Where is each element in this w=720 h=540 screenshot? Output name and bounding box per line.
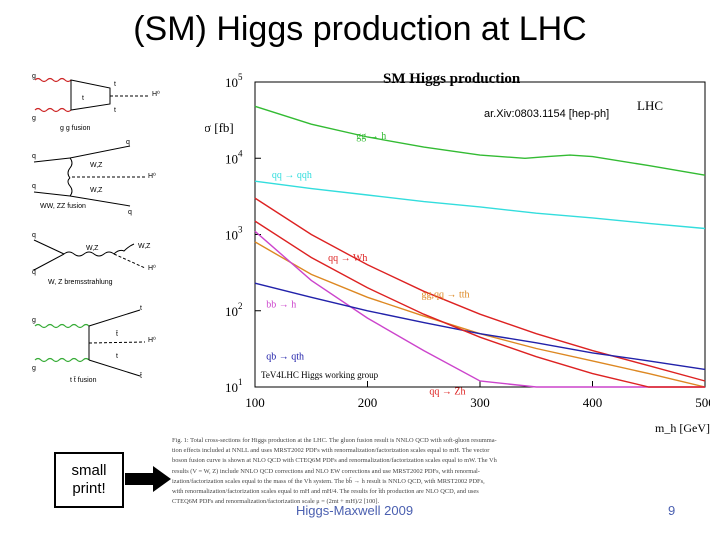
- caption-line: ization/factorization scales equal to th…: [172, 477, 485, 485]
- caption-line: results (V = W, Z) include NNLO QCD corr…: [172, 467, 480, 475]
- svg-text:g: g: [32, 115, 36, 122]
- svg-text:q̄: q̄: [32, 269, 36, 276]
- caption-line: boson fusion curve is shown at NLO QCD w…: [172, 457, 497, 465]
- chart-title: SM Higgs production: [383, 71, 521, 87]
- gg-fusion-diagram: g g t t t H⁰ g g fusion: [32, 73, 160, 132]
- brems-diagram: q q̄ W,Z W,Z H⁰ W, Z bremsstrahlung: [32, 232, 156, 286]
- figure-caption: Fig. 1: Total cross-sections for Higgs p…: [172, 436, 610, 530]
- lhc-label: LHC: [637, 98, 663, 113]
- svg-text:H⁰: H⁰: [148, 336, 156, 344]
- slide-title: (SM) Higgs production at LHC: [133, 10, 587, 48]
- svg-text:W,Z: W,Z: [86, 245, 99, 252]
- series-label-4: bb → h: [266, 300, 296, 311]
- gluon-label: g: [32, 74, 36, 80]
- y-tick-label: 102: [225, 301, 243, 319]
- series-line-5: [254, 282, 706, 371]
- svg-text:t̄: t̄: [140, 372, 142, 380]
- series-line-4: [254, 230, 705, 388]
- svg-text:q: q: [126, 139, 130, 146]
- x-tick-label: 100: [245, 395, 265, 410]
- svg-text:t: t: [116, 353, 118, 360]
- x-tick-label: 400: [583, 395, 603, 410]
- small-print-box: small print!: [54, 452, 124, 508]
- series-label-6: qq → Zh: [429, 386, 465, 397]
- svg-text:t: t: [82, 95, 84, 102]
- feynman-diagrams: g g t t t H⁰ g g fusion q q q W,Z W,Z H⁰…: [30, 73, 200, 384]
- svg-text:W,Z: W,Z: [90, 187, 103, 194]
- caption-line: with renormalization/factorization scale…: [172, 488, 479, 496]
- series-label-0: gg → h: [356, 131, 386, 142]
- series-line-0: [254, 105, 706, 176]
- svg-text:H⁰: H⁰: [148, 264, 156, 272]
- series-label-3: gg,qq → tth: [422, 289, 470, 300]
- svg-text:t̄: t̄: [116, 330, 118, 338]
- svg-text:q: q: [32, 183, 36, 190]
- series-line-1: [254, 180, 706, 230]
- page-number: 9: [668, 503, 676, 518]
- svg-text:t: t: [114, 81, 116, 88]
- brems-label: W, Z bremsstrahlung: [48, 279, 113, 286]
- caption-line: Fig. 1: Total cross-sections for Higgs p…: [172, 437, 497, 444]
- y-tick-label: 103: [225, 225, 243, 243]
- svg-text:W,Z: W,Z: [90, 162, 103, 169]
- series-line-2: [254, 197, 706, 382]
- footer-text: Higgs-Maxwell 2009: [296, 503, 414, 518]
- svg-text:q: q: [128, 209, 132, 216]
- y-tick-label: 104: [225, 148, 243, 166]
- y-axis-label: σ [fb]: [205, 120, 234, 135]
- reference-label: ar.Xiv:0803.1154 [hep-ph]: [484, 108, 609, 120]
- y-tick-label: 101: [225, 377, 243, 395]
- vbf-diagram: q q q W,Z W,Z H⁰ q WW, ZZ fusion: [32, 139, 156, 216]
- cross-section-chart: SM Higgs production σ [fb] ar.Xiv:0803.1…: [204, 60, 715, 445]
- plot-frame: [254, 81, 706, 388]
- x-tick-label: 200: [358, 395, 378, 410]
- tth-label: t t̄ fusion: [70, 376, 97, 384]
- series-label-2: qq → Wh: [328, 253, 367, 264]
- svg-text:t: t: [140, 305, 142, 312]
- right-arrow-icon: [125, 466, 171, 492]
- tth-diagram: g g t t̄ t t̄ H⁰ t t̄ fusion: [32, 305, 156, 384]
- x-tick-label: 500: [695, 395, 710, 410]
- caption-line: tion effects included at NNLL and uses M…: [172, 447, 490, 455]
- series-label-5: qb → qth: [266, 351, 304, 362]
- group-label: TeV4LHC Higgs working group: [261, 370, 379, 380]
- gluon-line-bottom: [34, 107, 72, 113]
- series-line-6: [254, 220, 705, 388]
- gg-fusion-label: g g fusion: [60, 125, 90, 132]
- series-label-1: qq → qqh: [272, 170, 312, 181]
- svg-text:g: g: [32, 365, 36, 372]
- x-axis-label: m_h [GeV]: [655, 421, 710, 435]
- svg-text:H⁰: H⁰: [152, 90, 160, 98]
- svg-text:t: t: [114, 107, 116, 114]
- svg-text:q: q: [32, 232, 36, 239]
- svg-text:g: g: [32, 317, 36, 324]
- vbf-label: WW, ZZ fusion: [40, 203, 86, 210]
- y-tick-label: 105: [225, 72, 243, 90]
- gluon-line-top: [34, 77, 72, 83]
- caption-line: CTEQ6M PDFs and renormalization/factoriz…: [172, 498, 380, 506]
- x-tick-label: 300: [470, 395, 490, 410]
- svg-text:W,Z: W,Z: [138, 243, 151, 250]
- svg-text:q: q: [32, 153, 36, 160]
- svg-text:H⁰: H⁰: [148, 172, 156, 180]
